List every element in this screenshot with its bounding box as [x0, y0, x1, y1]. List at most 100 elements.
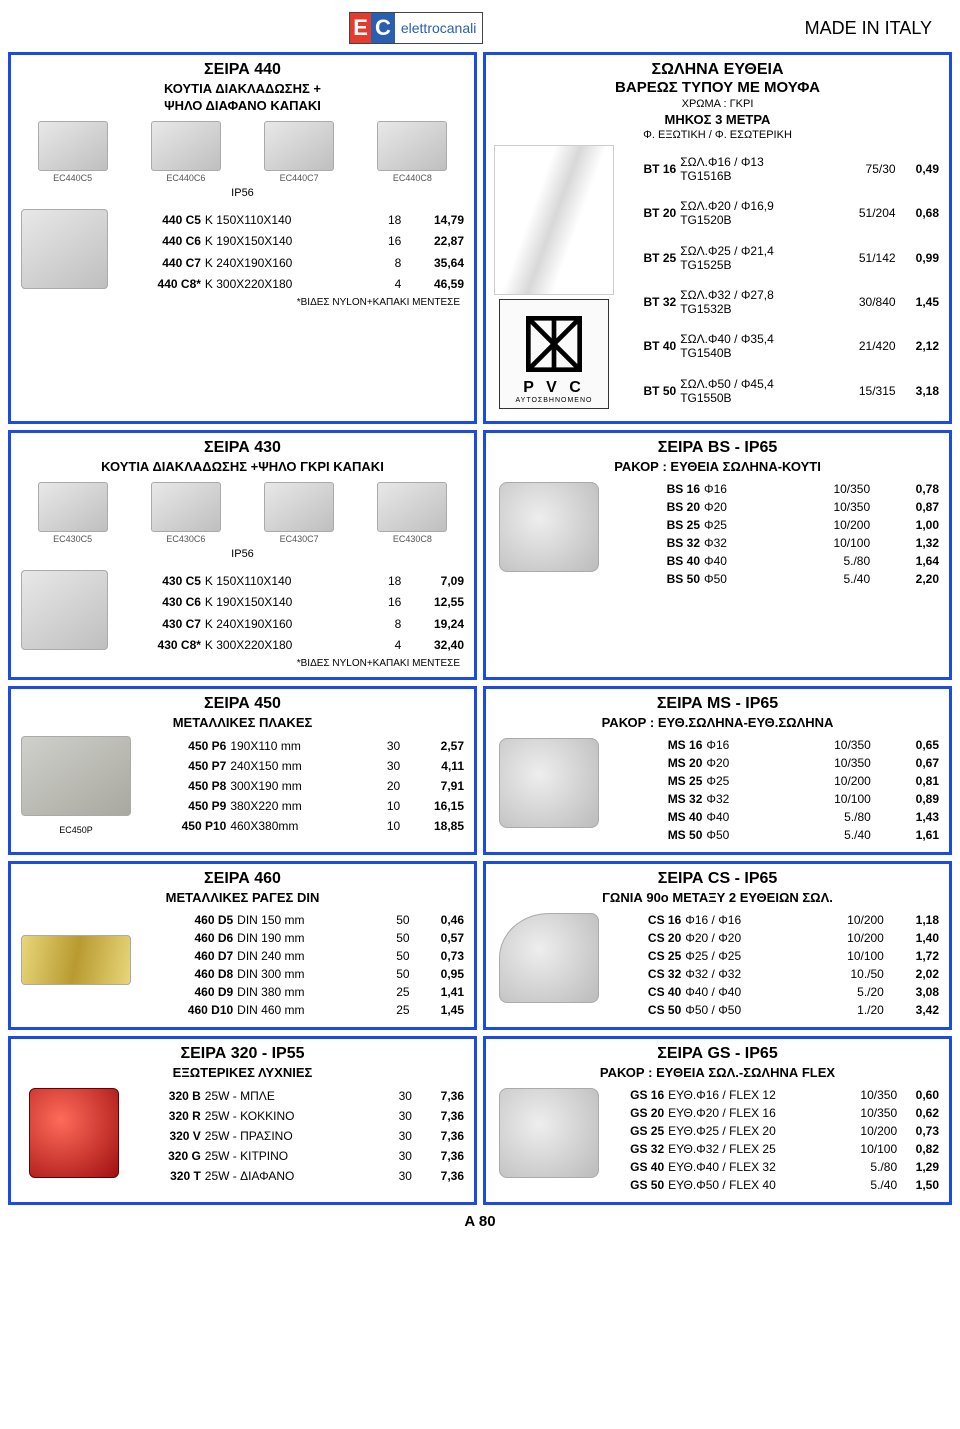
product-spec: 25W - ΔΙΑΦΑΝΟ — [203, 1166, 381, 1186]
junction-box-icon — [264, 482, 334, 532]
table-row: 320 V25W - ΠΡΑΣΙΝΟ307,36 — [133, 1126, 466, 1146]
product-code: BT 20 — [620, 191, 678, 235]
pack-qty: 16 — [371, 592, 403, 614]
price: 1,61 — [873, 826, 941, 844]
table-row: 430 C5K 150X110X140187,09 — [116, 570, 466, 592]
product-spec: DIN 150 mm — [235, 911, 377, 929]
pack-qty: 10/200 — [837, 1122, 899, 1140]
product-spec: K 150X110X140 — [203, 570, 371, 592]
junction-box-icon — [38, 482, 108, 532]
price: 3,08 — [886, 983, 941, 1001]
price: 14,79 — [403, 209, 466, 231]
price: 0,62 — [899, 1104, 941, 1122]
product-code: 440 C5 — [116, 209, 203, 231]
junction-box-icon — [21, 570, 108, 650]
table-row: MS 50Φ505./401,61 — [608, 826, 941, 844]
table-row: BS 50Φ505./402,20 — [608, 570, 941, 588]
product-spec: K 240X190X160 — [203, 252, 371, 274]
price: 3,18 — [898, 369, 941, 413]
pack-qty: 10/200 — [804, 929, 886, 947]
product-code: GS 40 — [608, 1158, 666, 1176]
price: 12,55 — [403, 592, 466, 614]
product-spec: ΣΩΛ.Φ16 / Φ13TG1516B — [678, 147, 833, 191]
price-table-440: 440 C5K 150X110X1401814,79440 C6K 190X15… — [116, 209, 466, 295]
junction-box-icon — [151, 482, 221, 532]
pack-qty: 25 — [377, 983, 412, 1001]
product-spec: Φ16 / Φ16 — [683, 911, 804, 929]
pack-qty: 30/840 — [833, 280, 898, 324]
product-code: 450 P10 — [137, 816, 228, 836]
table-row: MS 25Φ2510/2000,81 — [608, 772, 941, 790]
block-bt: ΣΩΛΗΝΑ ΕΥΘΕΙΑ ΒΑΡΕΩΣ ΤΥΠΟΥ ΜΕ ΜΟΥΦΑ ΧΡΩΜ… — [483, 52, 952, 424]
product-spec: 380X220 mm — [228, 796, 369, 816]
table-row: GS 50ΕΥΘ.Φ50 / FLEX 405./401,50 — [608, 1176, 941, 1194]
product-code: MS 25 — [608, 772, 704, 790]
price: 0,89 — [873, 790, 941, 808]
product-code: 320 V — [133, 1126, 203, 1146]
pack-qty: 30 — [381, 1146, 414, 1166]
page-header: EC elettrocanali MADE IN ITALY — [8, 8, 952, 52]
pack-qty: 51/142 — [833, 236, 898, 280]
product-code: CS 16 — [608, 911, 683, 929]
pack-qty: 51/204 — [833, 191, 898, 235]
product-code: BT 32 — [620, 280, 678, 324]
block-450: ΣΕΙΡΑ 450 ΜΕΤΑΛΛΙΚΕΣ ΠΛΑΚΕΣ EC450P 450 P… — [8, 686, 477, 855]
product-code: MS 32 — [608, 790, 704, 808]
price: 32,40 — [403, 635, 466, 657]
pack-qty: 5./80 — [837, 1158, 899, 1176]
product-code: MS 16 — [608, 736, 704, 754]
product-code: 320 G — [133, 1146, 203, 1166]
table-row: 320 T25W - ΔΙΑΦΑΝΟ307,36 — [133, 1166, 466, 1186]
price: 1,40 — [886, 929, 941, 947]
product-code: 320 R — [133, 1106, 203, 1126]
price: 1,50 — [899, 1176, 941, 1194]
product-spec: ΕΥΘ.Φ25 / FLEX 20 — [666, 1122, 837, 1140]
product-spec: ΕΥΘ.Φ50 / FLEX 40 — [666, 1176, 837, 1194]
price: 1,41 — [412, 983, 466, 1001]
pack-qty: 30 — [381, 1166, 414, 1186]
table-row: 460 D7DIN 240 mm500,73 — [137, 947, 466, 965]
block-ms: ΣΕΙΡΑ MS - IP65 ΡΑΚΟΡ : ΕΥΘ.ΣΩΛΗΝΑ-ΕΥΘ.Σ… — [483, 686, 952, 855]
price: 0,68 — [898, 191, 941, 235]
price: 7,09 — [403, 570, 466, 592]
table-row: BS 16Φ1610/3500,78 — [608, 480, 941, 498]
pack-qty: 10/200 — [804, 911, 886, 929]
junction-box-icon — [21, 209, 108, 289]
product-code: BT 40 — [620, 324, 678, 368]
table-row: BT 16ΣΩΛ.Φ16 / Φ13TG1516B75/300,49 — [620, 147, 941, 191]
table-row: BT 50ΣΩΛ.Φ50 / Φ45,4TG1550B15/3153,18 — [620, 369, 941, 413]
price-table-430: 430 C5K 150X110X140187,09430 C6K 190X150… — [116, 570, 466, 656]
table-row: BT 25ΣΩΛ.Φ25 / Φ21,4TG1525B51/1420,99 — [620, 236, 941, 280]
junction-box-icon — [38, 121, 108, 171]
pack-qty: 10/100 — [770, 534, 872, 552]
table-row: BS 32Φ3210/1001,32 — [608, 534, 941, 552]
product-spec: 240X150 mm — [228, 756, 369, 776]
price: 0,46 — [412, 911, 466, 929]
metal-plate-icon — [21, 736, 131, 816]
product-code: BT 50 — [620, 369, 678, 413]
pack-qty: 75/30 — [833, 147, 898, 191]
block-430: ΣΕΙΡΑ 430 ΚΟΥΤΙΑ ΔΙΑΚΛΑΔΩΣΗΣ +ΨΗΛΟ ΓΚΡΙ … — [8, 430, 477, 680]
product-code: BS 50 — [608, 570, 702, 588]
pack-qty: 21/420 — [833, 324, 898, 368]
product-code: 460 D6 — [137, 929, 235, 947]
price: 7,91 — [402, 776, 466, 796]
signal-lamp-icon — [29, 1088, 119, 1178]
junction-box-icon — [377, 482, 447, 532]
product-spec: K 150X110X140 — [203, 209, 371, 231]
product-code: 460 D5 — [137, 911, 235, 929]
table-row: BS 40Φ405./801,64 — [608, 552, 941, 570]
price: 0,95 — [412, 965, 466, 983]
price: 0,87 — [872, 498, 941, 516]
table-row: 320 B25W - ΜΠΛΕ307,36 — [133, 1086, 466, 1106]
table-row: BS 25Φ2510/2001,00 — [608, 516, 941, 534]
table-row: 450 P9380X220 mm1016,15 — [137, 796, 466, 816]
product-code: 320 T — [133, 1166, 203, 1186]
product-code: CS 32 — [608, 965, 683, 983]
junction-box-icon — [264, 121, 334, 171]
pack-qty: 15/315 — [833, 369, 898, 413]
pack-qty: 10/350 — [770, 498, 872, 516]
pack-qty: 10./50 — [804, 965, 886, 983]
price: 0,67 — [873, 754, 941, 772]
pack-qty: 8 — [371, 252, 403, 274]
